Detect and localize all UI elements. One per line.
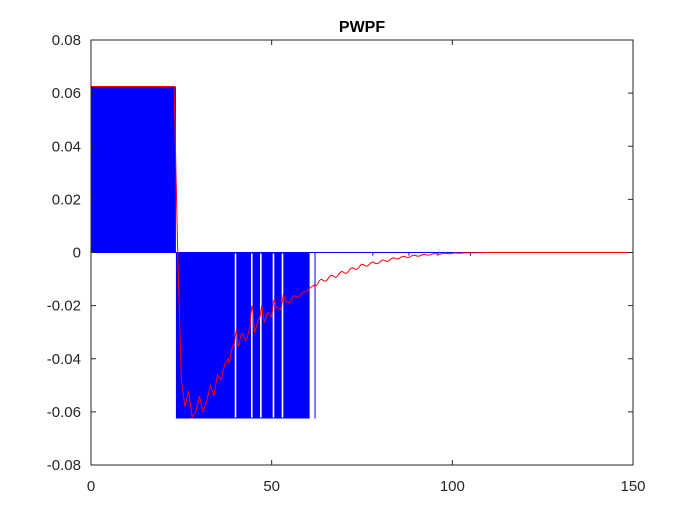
y-tick-label: 0: [73, 245, 81, 262]
x-tick-label: 0: [87, 478, 95, 495]
chart-title: PWPF: [339, 19, 385, 36]
y-tick-label: -0.04: [47, 351, 81, 368]
y-tick-label: 0.08: [52, 32, 81, 49]
x-tick-label: 150: [620, 478, 645, 495]
y-tick-label: -0.06: [47, 404, 81, 421]
y-tick-label: -0.08: [47, 457, 81, 474]
y-tick-label: 0.02: [52, 191, 81, 208]
x-tick-label: 50: [263, 478, 280, 495]
x-tick-label: 100: [440, 478, 465, 495]
y-tick-label: 0.04: [52, 138, 81, 155]
y-tick-label: 0.06: [52, 85, 81, 102]
y-tick-label: -0.02: [47, 298, 81, 315]
red-series-line: [91, 85, 633, 419]
blue-pulse-block: [91, 86, 176, 253]
blue-pulse-block: [175, 252, 310, 419]
